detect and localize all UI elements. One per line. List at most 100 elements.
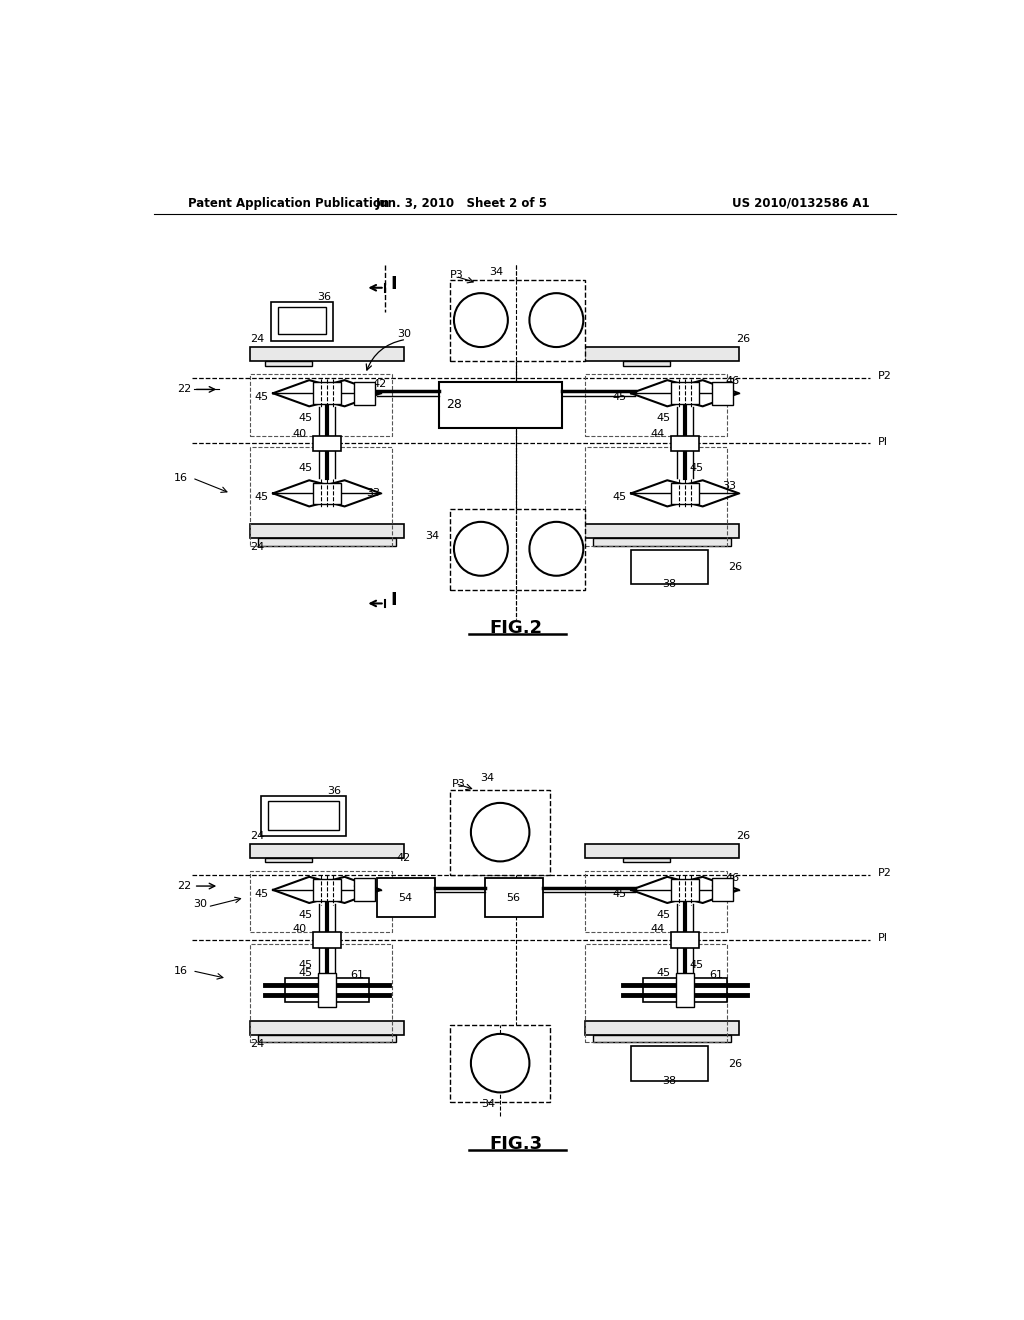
Text: 46: 46 bbox=[726, 376, 739, 385]
Text: 33: 33 bbox=[723, 480, 736, 491]
Bar bbox=[250, 871, 392, 932]
Text: 45: 45 bbox=[656, 909, 671, 920]
Text: 32: 32 bbox=[352, 879, 367, 888]
Bar bbox=[676, 973, 694, 1007]
Bar bbox=[313, 932, 341, 948]
Text: I: I bbox=[390, 275, 397, 293]
Text: FIG.3: FIG.3 bbox=[489, 1135, 542, 1152]
Bar bbox=[585, 944, 727, 1043]
Bar bbox=[671, 932, 698, 948]
Bar bbox=[451, 280, 585, 360]
Bar bbox=[250, 944, 392, 1043]
Text: 61: 61 bbox=[350, 970, 365, 979]
Bar bbox=[712, 878, 733, 902]
Bar bbox=[250, 524, 403, 539]
Text: 40: 40 bbox=[293, 429, 307, 440]
Bar bbox=[250, 347, 403, 360]
Text: 36: 36 bbox=[328, 787, 342, 796]
Bar bbox=[585, 1020, 739, 1035]
Circle shape bbox=[529, 293, 584, 347]
Text: 24: 24 bbox=[251, 832, 265, 841]
Text: 42: 42 bbox=[372, 379, 386, 389]
Text: 54: 54 bbox=[398, 892, 413, 903]
Text: 38: 38 bbox=[663, 1076, 677, 1086]
Text: 26: 26 bbox=[728, 562, 742, 573]
Bar bbox=[451, 1024, 550, 1102]
Bar bbox=[258, 539, 396, 545]
Bar bbox=[313, 436, 341, 451]
Bar bbox=[593, 1035, 731, 1043]
Bar bbox=[354, 878, 376, 902]
Bar bbox=[271, 302, 333, 341]
Bar bbox=[631, 549, 708, 585]
Bar bbox=[250, 843, 403, 858]
Circle shape bbox=[471, 803, 529, 862]
Text: 61: 61 bbox=[709, 970, 723, 979]
Bar bbox=[451, 508, 585, 590]
Text: 45: 45 bbox=[298, 968, 312, 978]
Bar bbox=[631, 1047, 708, 1081]
Bar bbox=[267, 800, 339, 830]
Bar bbox=[265, 360, 311, 366]
Bar bbox=[313, 383, 341, 404]
Text: 46: 46 bbox=[726, 873, 739, 883]
Text: 56: 56 bbox=[506, 892, 520, 903]
Text: 45: 45 bbox=[298, 413, 312, 422]
Text: 30: 30 bbox=[193, 899, 207, 908]
Text: 40: 40 bbox=[293, 924, 307, 935]
Bar bbox=[585, 524, 739, 539]
Text: 34: 34 bbox=[480, 774, 495, 783]
Bar bbox=[451, 789, 550, 875]
Bar bbox=[250, 1020, 403, 1035]
Bar bbox=[258, 1035, 396, 1043]
Text: I: I bbox=[390, 590, 397, 609]
Circle shape bbox=[454, 293, 508, 347]
Text: 45: 45 bbox=[612, 492, 627, 502]
Text: 16: 16 bbox=[174, 966, 187, 975]
Bar bbox=[261, 796, 346, 836]
Text: 45: 45 bbox=[254, 392, 268, 403]
Text: 45: 45 bbox=[298, 960, 312, 970]
Bar bbox=[484, 878, 543, 917]
Bar bbox=[624, 360, 670, 366]
Bar bbox=[313, 483, 341, 504]
Text: 26: 26 bbox=[735, 334, 750, 345]
Text: 45: 45 bbox=[656, 413, 671, 422]
Bar bbox=[585, 447, 727, 545]
Bar bbox=[438, 381, 562, 428]
Text: P3: P3 bbox=[452, 779, 465, 788]
Text: 44: 44 bbox=[650, 924, 665, 935]
Text: 45: 45 bbox=[689, 960, 703, 970]
Text: 26: 26 bbox=[735, 832, 750, 841]
Bar bbox=[250, 374, 392, 436]
Text: 32: 32 bbox=[711, 879, 724, 888]
Bar bbox=[643, 978, 727, 1002]
Text: 44: 44 bbox=[650, 986, 665, 997]
Bar bbox=[585, 374, 727, 436]
Text: PI: PI bbox=[878, 933, 888, 944]
Text: 45: 45 bbox=[656, 968, 671, 978]
Bar bbox=[671, 383, 698, 404]
Text: 45: 45 bbox=[689, 463, 703, 473]
Text: 32: 32 bbox=[352, 381, 367, 392]
Text: 22: 22 bbox=[177, 384, 191, 395]
Text: 38: 38 bbox=[663, 579, 677, 589]
Text: PI: PI bbox=[878, 437, 888, 446]
Bar bbox=[593, 539, 731, 545]
Text: FIG.2: FIG.2 bbox=[489, 619, 542, 638]
Text: 34: 34 bbox=[481, 1100, 496, 1109]
Text: 42: 42 bbox=[396, 853, 411, 862]
Bar bbox=[313, 879, 341, 900]
Text: P3: P3 bbox=[451, 271, 464, 280]
Bar bbox=[585, 871, 727, 932]
Text: 45: 45 bbox=[612, 888, 627, 899]
Text: 44: 44 bbox=[650, 429, 665, 440]
Text: US 2010/0132586 A1: US 2010/0132586 A1 bbox=[731, 197, 869, 210]
Bar bbox=[285, 978, 370, 1002]
Text: Patent Application Publication: Patent Application Publication bbox=[188, 197, 389, 210]
Text: 45: 45 bbox=[298, 463, 312, 473]
Bar bbox=[671, 436, 698, 451]
Text: 36: 36 bbox=[317, 292, 332, 302]
Bar bbox=[250, 447, 392, 545]
Text: 34: 34 bbox=[425, 531, 439, 541]
